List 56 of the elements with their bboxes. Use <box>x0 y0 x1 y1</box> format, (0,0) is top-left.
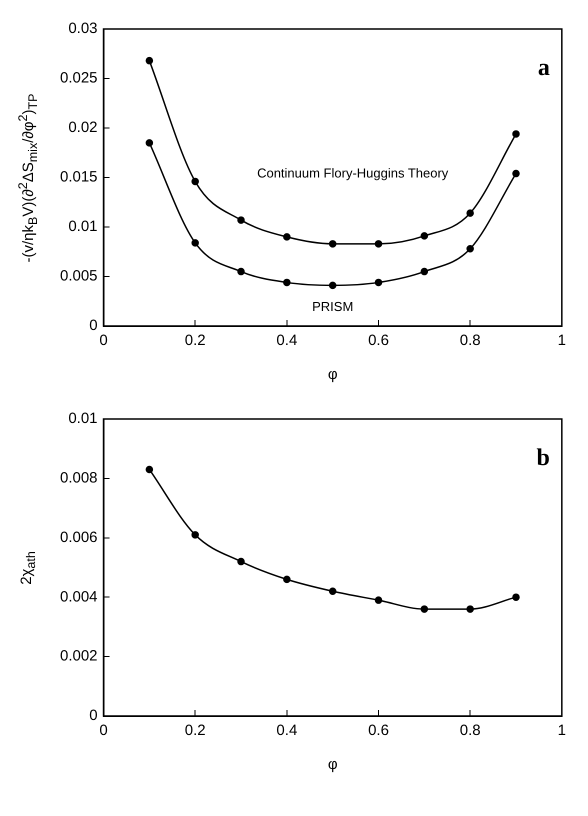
point <box>328 282 336 290</box>
point <box>146 139 154 147</box>
point <box>191 239 199 247</box>
series-label: PRISM <box>312 298 354 314</box>
y-tick-label: 0.004 <box>60 588 98 606</box>
x-tick-label: 0.8 <box>460 722 481 740</box>
y-tick-label: 0.01 <box>68 218 98 236</box>
point <box>374 240 382 248</box>
x-axis-title: φ <box>328 756 338 774</box>
point <box>283 278 291 286</box>
y-tick-label: 0.01 <box>68 410 98 428</box>
point <box>466 209 474 217</box>
point <box>420 605 428 613</box>
y-tick-label: 0.006 <box>60 528 98 546</box>
y-tick-label: 0 <box>89 317 98 334</box>
y-tick-label: 0.015 <box>60 168 98 186</box>
point <box>283 576 291 584</box>
point <box>420 232 428 240</box>
point <box>466 605 474 613</box>
y-tick-label: 0.002 <box>60 648 98 665</box>
x-axis-title: φ <box>328 366 338 384</box>
annotation: b <box>536 445 550 472</box>
point <box>374 596 382 604</box>
y-tick-label: 0.008 <box>60 470 98 487</box>
x-tick-label: 0.4 <box>276 332 298 350</box>
point <box>237 558 245 566</box>
y-tick-label: 0.025 <box>60 70 98 87</box>
x-tick-label: 0.8 <box>460 332 481 350</box>
y-tick-label: 0 <box>89 707 98 724</box>
point <box>237 268 245 276</box>
point <box>146 56 154 64</box>
x-tick-label: 0.6 <box>368 722 389 740</box>
point <box>374 278 382 286</box>
point <box>237 216 245 224</box>
point <box>420 268 428 276</box>
point <box>512 593 520 601</box>
y-tick-label: 0.02 <box>68 119 98 136</box>
annotation: a <box>538 55 550 82</box>
point <box>328 588 336 596</box>
point <box>283 233 291 241</box>
x-tick-label: 1 <box>558 332 566 350</box>
text: Continuum Flory-Huggins Theory <box>257 165 449 180</box>
point <box>512 130 520 138</box>
point <box>466 245 474 253</box>
point <box>191 531 199 539</box>
x-tick-label: 0.4 <box>276 722 298 740</box>
point <box>146 466 154 474</box>
y-tick-label: 0.005 <box>60 268 98 285</box>
point <box>512 170 520 178</box>
x-tick-label: 1 <box>558 722 566 740</box>
x-tick-label: 0.2 <box>184 332 206 350</box>
point <box>328 240 336 248</box>
point <box>191 178 199 186</box>
x-tick-label: 0.6 <box>368 332 389 350</box>
x-tick-label: 0.2 <box>184 722 206 740</box>
y-tick-label: 0.03 <box>68 20 98 38</box>
